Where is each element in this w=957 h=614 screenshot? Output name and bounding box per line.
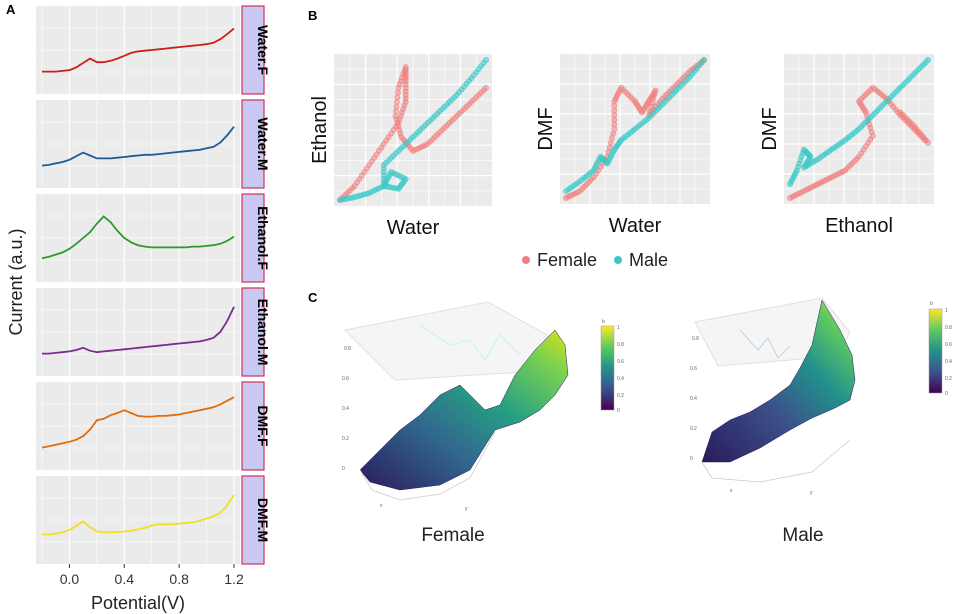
scatter-point-male	[925, 57, 931, 63]
scatter-point-male	[701, 57, 707, 63]
facet-strip	[241, 475, 265, 565]
panel-b-letter: B	[308, 8, 317, 23]
svg-text:0: 0	[342, 466, 345, 472]
svg-text:0.8: 0.8	[344, 346, 351, 352]
colorbar-male-tick: 0.8	[945, 325, 952, 331]
scatter-point-female	[395, 85, 402, 91]
scatter-ylabel: DMF	[759, 107, 781, 150]
facet-strip	[241, 99, 265, 189]
x-tick-label: 0.8	[169, 571, 189, 587]
facet-strip-label: DMF.M	[255, 498, 271, 542]
female-title: Female	[421, 525, 484, 546]
x-tick-label: 0.0	[60, 571, 80, 587]
colorbar-male-bar	[928, 308, 943, 394]
svg-text:0.4: 0.4	[342, 406, 349, 412]
female-floor-edge	[359, 431, 496, 501]
facet-strip-label: Ethanol.F	[255, 206, 271, 270]
colorbar-female-label: b	[602, 319, 605, 325]
scatter-panel-2: Water DMF	[535, 54, 710, 237]
facet-strip	[241, 287, 265, 377]
scatter-panel-1: Water Ethanol	[309, 54, 492, 239]
panel-a-xticks: 0.0 0.4 0.8 1.2	[60, 564, 244, 587]
facet-strip-label: DMF.F	[255, 405, 271, 447]
svg-text:y: y	[465, 506, 468, 512]
colorbar-male-tick: 0.4	[945, 359, 952, 365]
panel-b-legend: Female Male	[522, 250, 668, 270]
female-contour	[419, 324, 521, 361]
series-line-ethanol-m	[42, 306, 235, 355]
panel-c-letter: C	[308, 290, 318, 305]
legend-male-label: Male	[629, 250, 668, 270]
surface-plot-female: 0 0.2 0.4 0.6 0.8 x y Female	[342, 301, 569, 546]
legend-female-label: Female	[537, 250, 597, 270]
x-tick-label: 1.2	[224, 571, 244, 587]
scatter-ylabel: DMF	[535, 107, 557, 150]
svg-text:x: x	[380, 503, 383, 509]
series-line-dmf-f	[41, 396, 235, 449]
male-surface	[701, 299, 856, 463]
facet-strip	[241, 5, 265, 95]
colorbar-male: b 1 0.8 0.6 0.4 0.2 0	[928, 301, 952, 397]
colorbar-male-tick: 0	[945, 391, 948, 397]
surface-plot-male: 0 0.2 0.4 0.6 0.8 x y Male	[690, 297, 856, 546]
facet-strip-label: Water.M	[255, 117, 271, 170]
colorbar-female-bar	[600, 325, 615, 411]
colorbar-male-tick: 0.2	[945, 376, 952, 382]
facet-strip-label: Water.F	[255, 25, 271, 75]
female-surface	[359, 329, 569, 491]
panel-a-facets: Water.F Water.M Ethanol.F Ethanol.M DMF.F DMF…	[36, 5, 271, 565]
panel-a-letter: A	[6, 2, 16, 17]
colorbar-female-tick: 0	[617, 408, 620, 414]
svg-text:0.2: 0.2	[690, 426, 697, 432]
colorbar-female-tick: 0.6	[617, 359, 624, 365]
series-line-dmf-m	[42, 494, 235, 536]
scatter-xlabel: Water	[387, 217, 440, 239]
svg-text:0.8: 0.8	[692, 336, 699, 342]
colorbar-male-tick: 1	[945, 308, 948, 314]
scatter-point-male	[483, 57, 489, 63]
legend-female-marker	[522, 256, 530, 264]
svg-text:0.2: 0.2	[342, 436, 349, 442]
svg-text:0: 0	[690, 456, 693, 462]
colorbar-male-label: b	[930, 301, 933, 307]
svg-text:x: x	[730, 488, 733, 494]
scatter-ylabel: Ethanol	[309, 96, 331, 164]
male-contour	[739, 329, 791, 359]
svg-text:y: y	[810, 490, 813, 496]
colorbar-female-tick: 0.4	[617, 376, 624, 382]
scatter-panel-3: Ethanol DMF	[759, 54, 934, 237]
male-floor-edge	[701, 439, 851, 483]
facet-strip	[241, 193, 265, 283]
male-axis-ticks: 0 0.2 0.4 0.6 0.8 x y	[690, 336, 813, 496]
scatter-xlabel: Ethanol	[825, 215, 893, 237]
colorbar-male-tick: 0.6	[945, 342, 952, 348]
svg-text:0.6: 0.6	[342, 376, 349, 382]
scatter-point-female	[394, 94, 401, 101]
scatter-point-female	[393, 108, 399, 115]
colorbar-female-tick: 0.8	[617, 342, 624, 348]
facet-strip	[241, 381, 265, 471]
scatter-point-female	[483, 85, 489, 91]
colorbar-female-tick: 1	[617, 325, 620, 331]
male-title: Male	[782, 525, 823, 546]
svg-text:0.6: 0.6	[690, 366, 697, 372]
series-line-water-m	[41, 126, 235, 167]
svg-text:0.4: 0.4	[690, 396, 697, 402]
colorbar-female: b 1 0.8 0.6 0.4 0.2 0	[600, 319, 624, 414]
series-line-ethanol-f	[41, 215, 235, 260]
colorbar-female-tick: 0.2	[617, 393, 624, 399]
panel-a-ylabel: Current (a.u.)	[6, 228, 26, 335]
facet-strip-label: Ethanol.M	[255, 299, 271, 366]
legend-male-marker	[614, 256, 622, 264]
scatter-point-female	[897, 109, 904, 116]
panel-b-scatters: Water Ethanol Water DMF Ethanol DMF	[309, 54, 934, 239]
scatter-point-female	[393, 99, 400, 105]
female-axis-ticks: 0 0.2 0.4 0.6 0.8 x y	[342, 346, 468, 512]
x-tick-label: 0.4	[115, 571, 135, 587]
series-line-water-f	[42, 27, 235, 73]
scatter-xlabel: Water	[609, 215, 662, 237]
panel-a-xlabel: Potential(V)	[91, 593, 185, 613]
